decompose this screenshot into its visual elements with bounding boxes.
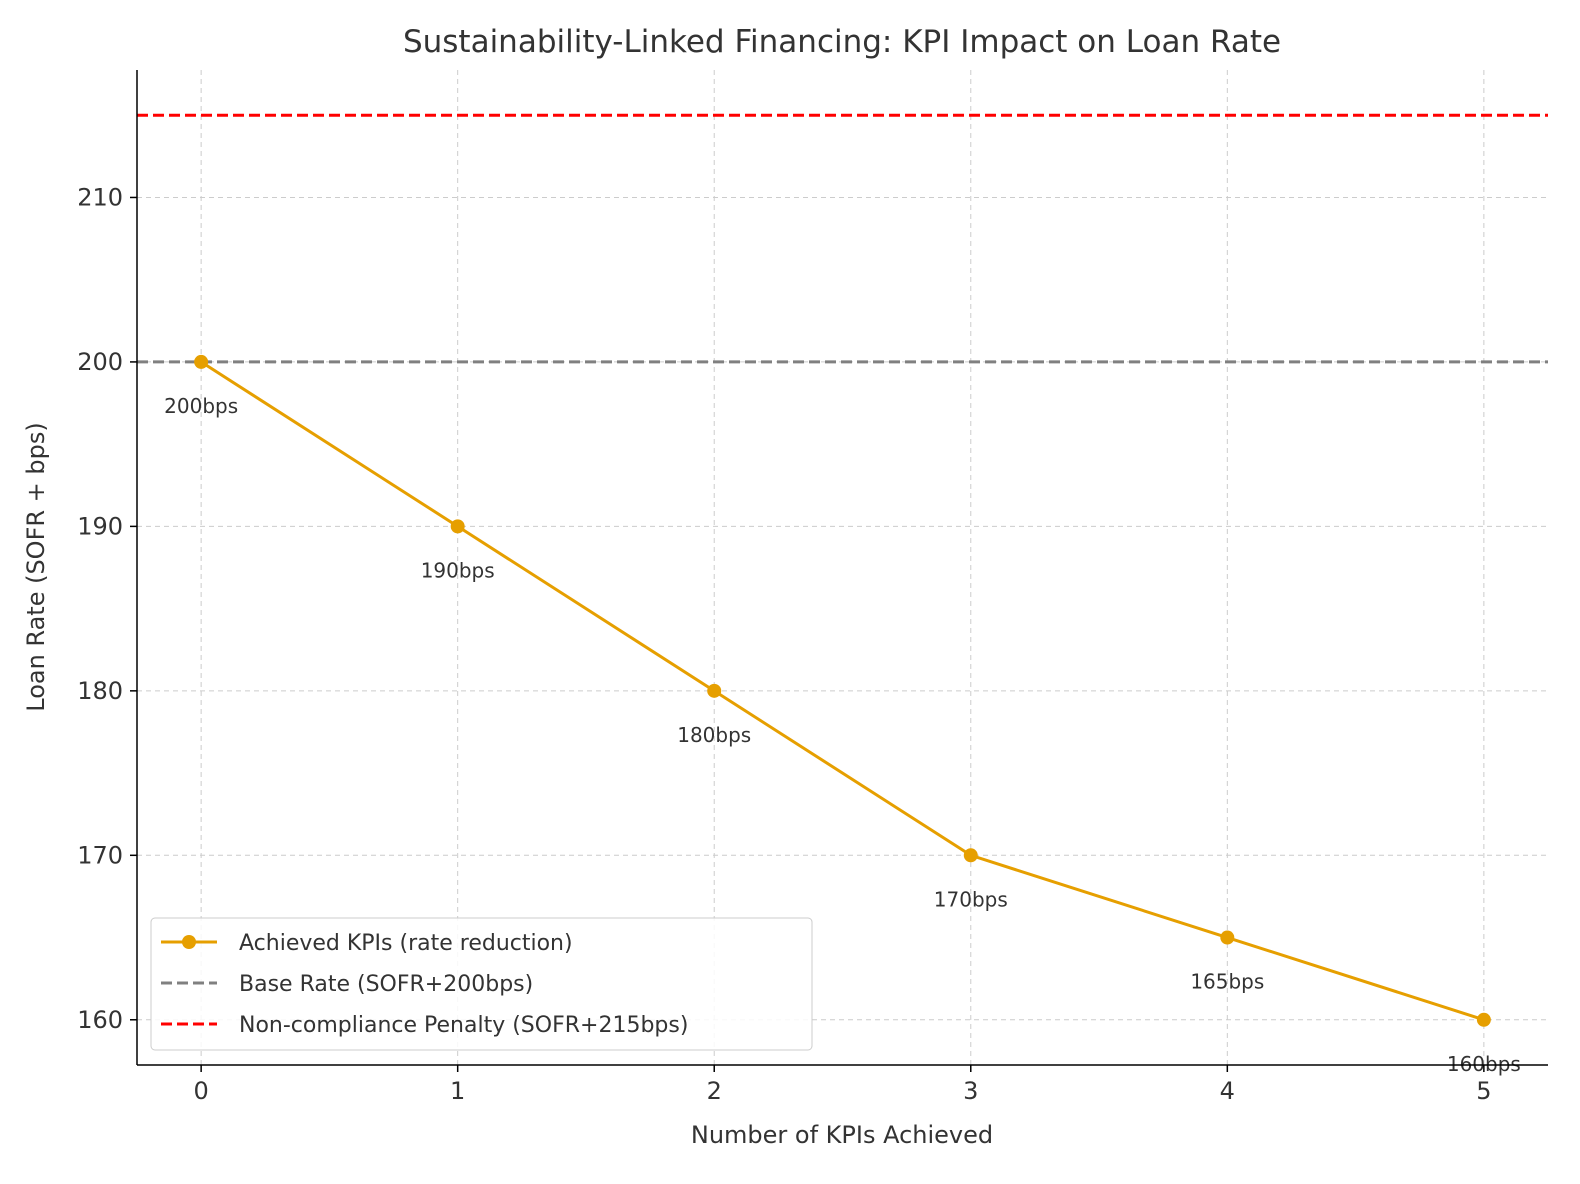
y-tick-label: 160 <box>77 1006 123 1034</box>
data-point <box>707 683 722 698</box>
legend-label: Non-compliance Penalty (SOFR+215bps) <box>239 1013 688 1038</box>
y-tick-label: 190 <box>77 512 123 540</box>
x-axis-label: Number of KPIs Achieved <box>691 1121 993 1149</box>
y-tick-label: 170 <box>77 841 123 869</box>
legend-box <box>150 917 813 1051</box>
axes: 0 1 2 3 4 5 160 170 180 190 200 210 <box>77 70 1548 1105</box>
data-label: 170bps <box>934 887 1008 911</box>
grid <box>137 70 1548 1065</box>
data-label: 160bps <box>1447 1052 1521 1076</box>
y-tick-label: 210 <box>77 183 123 211</box>
data-label: 165bps <box>1190 970 1264 994</box>
data-label: 200bps <box>164 394 238 418</box>
data-label: 190bps <box>421 558 495 582</box>
legend-marker <box>182 935 196 949</box>
data-point <box>1476 1012 1491 1027</box>
x-tick-label: 2 <box>707 1077 722 1105</box>
data-label: 180bps <box>677 723 751 747</box>
y-tick-label: 200 <box>77 348 123 376</box>
series-line <box>200 360 1485 1022</box>
data-point <box>963 848 978 863</box>
x-tick-label: 3 <box>963 1077 978 1105</box>
data-point <box>450 519 465 534</box>
legend: Achieved KPIs (rate reduction) Base Rate … <box>150 917 813 1051</box>
data-point <box>194 354 209 369</box>
legend-label: Achieved KPIs (rate reduction) <box>239 931 573 956</box>
chart-title: Sustainability-Linked Financing: KPI Imp… <box>403 24 1281 60</box>
data-point <box>1220 930 1235 945</box>
y-tick-label: 180 <box>77 677 123 705</box>
x-tick-label: 0 <box>193 1077 208 1105</box>
x-tick-label: 4 <box>1220 1077 1235 1105</box>
reference-lines <box>137 113 1548 364</box>
legend-label: Base Rate (SOFR+200bps) <box>239 972 533 997</box>
x-tick-label: 1 <box>450 1077 465 1105</box>
x-tick-label: 5 <box>1476 1077 1491 1105</box>
y-axis-label: Loan Rate (SOFR + bps) <box>22 422 50 712</box>
series: 200bps 190bps 180bps 170bps 165bps 160bps <box>164 354 1521 1076</box>
